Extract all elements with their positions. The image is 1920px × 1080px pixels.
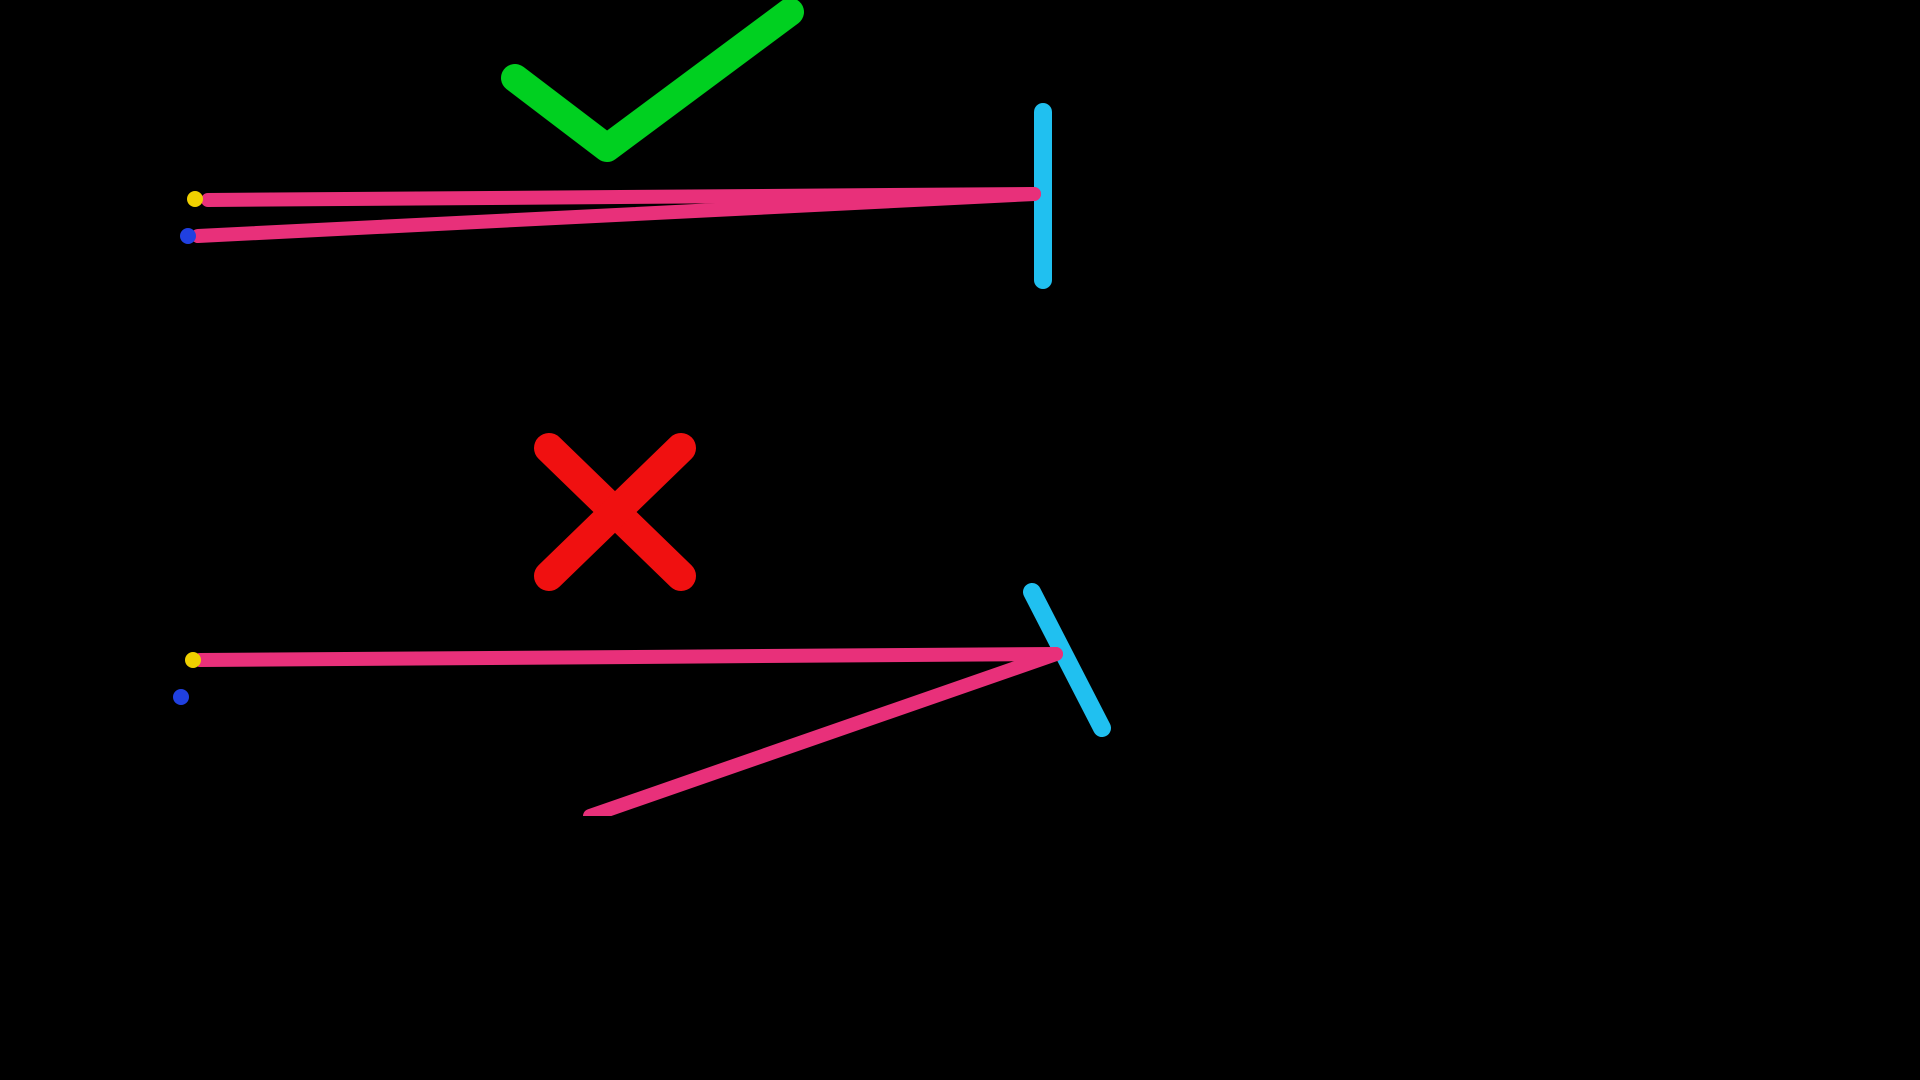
source-point-incorrect xyxy=(185,652,201,668)
ray-incident-incorrect xyxy=(200,654,1056,660)
source-point-correct xyxy=(187,191,203,207)
reflection-diagram xyxy=(0,0,1456,816)
target-point-correct xyxy=(180,228,196,244)
ray-reflected-incorrect xyxy=(590,654,1056,816)
incorrect-scenario xyxy=(173,448,1102,816)
target-point-incorrect xyxy=(173,689,189,705)
correct-scenario xyxy=(180,12,1043,280)
checkmark-icon xyxy=(515,12,790,148)
